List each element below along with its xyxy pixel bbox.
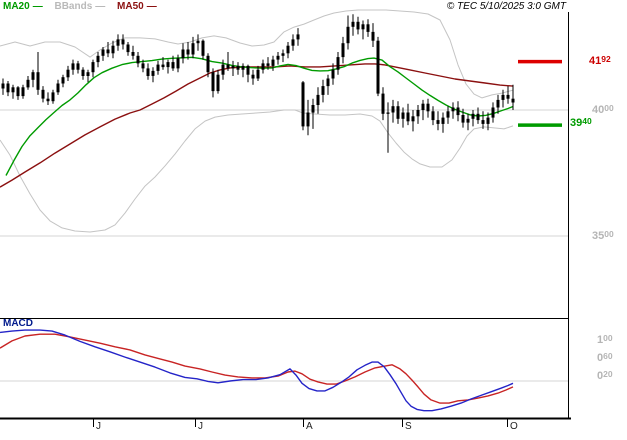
macd-label-100: 100 (597, 332, 613, 347)
ma20-line-swatch: — (32, 1, 43, 12)
month-label: J (96, 421, 101, 432)
macd-panel-label: MACD (3, 318, 33, 329)
indicator-legend: MA20— BBands — MA50— (3, 1, 166, 12)
price-label-4000: 4000 (592, 102, 614, 117)
macd-label-020: 020 (597, 368, 613, 383)
bbands-label: BBands (54, 1, 93, 12)
legend-item-ma50: MA50— (117, 1, 157, 12)
bbands-line-swatch: — (95, 1, 105, 12)
month-label: J (198, 421, 203, 432)
ma50-label: MA50 (117, 1, 144, 12)
macd-label-060: 060 (597, 350, 613, 365)
legend-item-bbands: BBands — (54, 1, 105, 12)
legend-item-ma20: MA20— (3, 1, 43, 12)
ma50-line-swatch: — (146, 1, 157, 12)
copyright-timestamp: © TEC 5/10/2025 3:0 GMT (446, 1, 566, 12)
ma20-label: MA20 (3, 1, 30, 12)
price-label-3500: 3500 (592, 228, 614, 243)
price-label-support: 3940 (570, 115, 592, 130)
price-label-resistance: 4192 (589, 53, 611, 68)
month-label: O (510, 421, 518, 432)
month-label: A (306, 421, 313, 432)
month-label: S (405, 421, 412, 432)
